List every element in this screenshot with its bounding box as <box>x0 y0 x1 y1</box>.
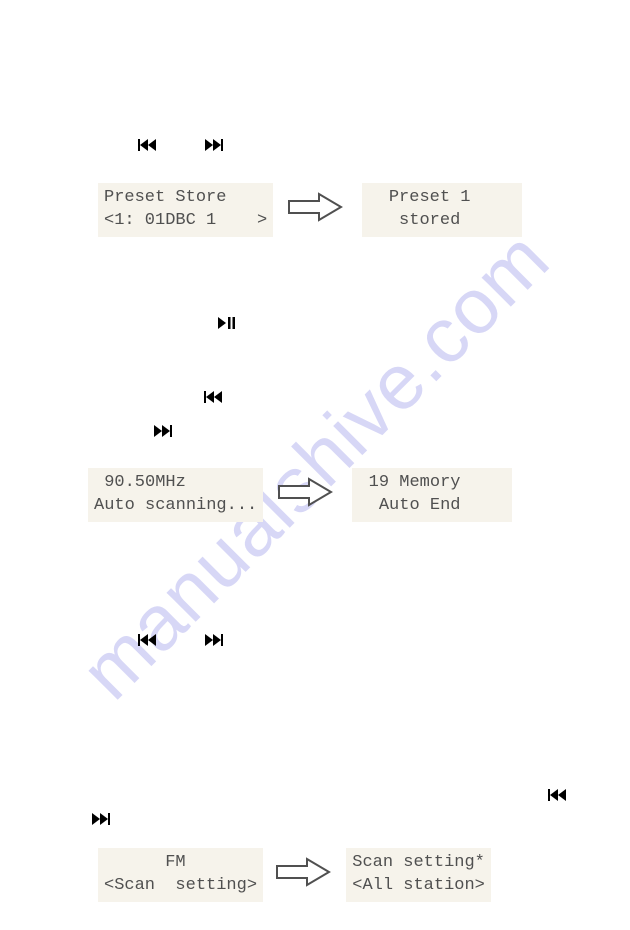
lcd-line: 19 Memory <box>358 473 460 492</box>
lcd-line: Auto End <box>358 496 460 515</box>
lcd-auto-scanning: 90.50MHz Auto scanning... <box>88 468 263 522</box>
lcd-line: 90.50MHz <box>94 473 186 492</box>
skip-prev-icon <box>138 138 158 156</box>
arrow-icon <box>277 477 335 512</box>
lcd-line: <1: 01DBC 1 > <box>104 211 267 230</box>
skip-prev-icon <box>138 633 158 651</box>
lcd-line: Auto scanning... <box>94 496 257 515</box>
play-pause-row <box>218 316 236 334</box>
lcd-row-1: Preset Store <1: 01DBC 1 > Preset 1 stor… <box>98 183 522 237</box>
lcd-row-2: 90.50MHz Auto scanning... 19 Memory Auto… <box>88 468 512 522</box>
lcd-preset-store: Preset Store <1: 01DBC 1 > <box>98 183 273 237</box>
lcd-memory-autoend: 19 Memory Auto End <box>352 468 512 522</box>
lcd-line: FM <box>104 853 186 872</box>
lcd-preset-stored: Preset 1 stored <box>362 183 522 237</box>
skip-prev-solo <box>204 390 224 408</box>
lcd-fm-scan-setting: FM <Scan setting> <box>98 848 263 902</box>
lcd-line: Scan setting* <box>352 853 485 872</box>
lcd-line: Preset Store <box>104 188 226 207</box>
lcd-scan-all-station: Scan setting* <All station> <box>346 848 491 902</box>
skip-next-icon <box>205 633 225 651</box>
skip-prev-right <box>548 788 568 806</box>
skip-next-icon <box>154 424 174 442</box>
play-pause-icon <box>218 316 236 334</box>
arrow-icon <box>287 192 345 227</box>
icon-row-1 <box>138 138 225 156</box>
lcd-row-3: FM <Scan setting> Scan setting* <All sta… <box>98 848 491 902</box>
lcd-line: <All station> <box>352 876 485 895</box>
lcd-line: <Scan setting> <box>104 876 257 895</box>
skip-prev-icon <box>204 390 224 408</box>
lcd-line: stored <box>368 211 460 230</box>
skip-next-icon <box>205 138 225 156</box>
skip-prev-icon <box>548 788 568 806</box>
arrow-icon <box>275 857 333 892</box>
lcd-line: Preset 1 <box>368 188 470 207</box>
icon-row-2 <box>138 633 225 651</box>
skip-next-bottom <box>92 812 112 830</box>
skip-next-solo <box>154 424 174 442</box>
skip-next-icon <box>92 812 112 830</box>
